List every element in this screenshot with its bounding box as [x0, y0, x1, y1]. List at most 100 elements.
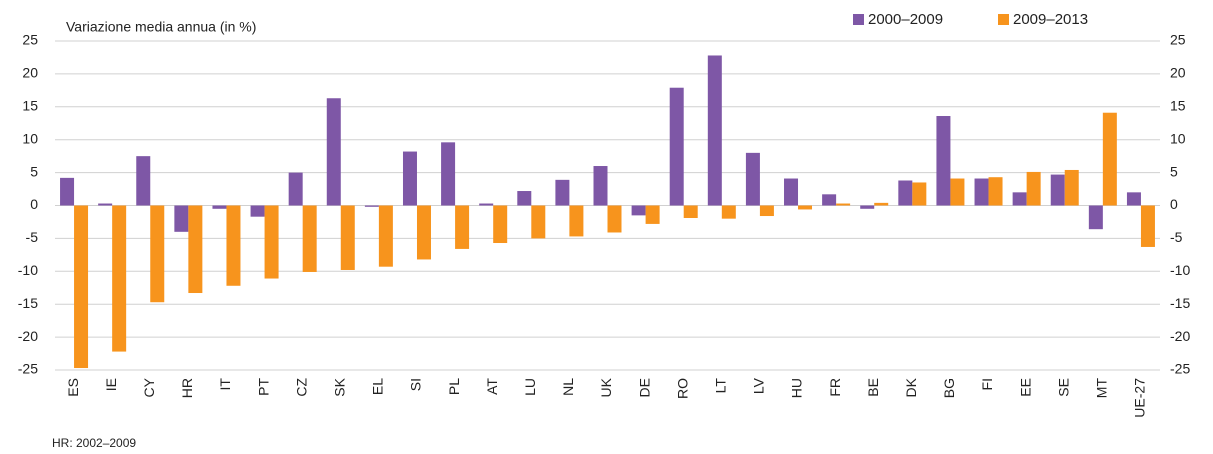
- bar: [74, 205, 89, 369]
- y2-tick-label: 20: [1170, 65, 1186, 81]
- bar: [631, 205, 646, 216]
- y-tick-label: 25: [22, 32, 38, 48]
- x-tick-label: EE: [1017, 378, 1033, 397]
- bar: [645, 205, 660, 224]
- x-tick-label: CZ: [293, 378, 309, 397]
- y-tick-label: 0: [30, 196, 38, 212]
- y2-tick-label: -25: [1170, 361, 1190, 377]
- bar: [364, 205, 379, 207]
- x-tick-label: PT: [255, 378, 271, 396]
- bar: [416, 205, 431, 260]
- y-tick-label: -10: [18, 262, 38, 278]
- y2-tick-label: 15: [1170, 98, 1186, 114]
- bar: [188, 205, 203, 294]
- bar: [136, 156, 151, 206]
- x-tick-label: FI: [979, 378, 995, 390]
- y-tick-label: -20: [18, 328, 38, 344]
- x-tick-label: LU: [522, 378, 538, 396]
- x-tick-label: HR: [179, 378, 195, 398]
- bar: [936, 116, 951, 206]
- bar: [441, 142, 456, 206]
- bar: [340, 205, 355, 270]
- bar: [150, 205, 165, 303]
- legend-swatch: [998, 14, 1009, 25]
- x-tick-label: DE: [636, 378, 652, 397]
- y-tick-label: 20: [22, 65, 38, 81]
- x-tick-label: AT: [484, 378, 500, 395]
- y-tick-label: -5: [26, 229, 39, 245]
- bar: [759, 205, 774, 217]
- bar: [288, 172, 303, 206]
- x-tick-label: BE: [865, 378, 881, 397]
- bar: [1064, 169, 1079, 206]
- bar: [479, 203, 494, 206]
- bar: [264, 205, 279, 279]
- bar: [784, 178, 799, 206]
- bar: [174, 205, 189, 232]
- bar: [683, 205, 698, 219]
- bar: [707, 55, 722, 206]
- x-tick-label: FR: [827, 378, 843, 397]
- x-tick-label: PL: [446, 378, 462, 395]
- x-tick-label: MT: [1094, 378, 1110, 399]
- legend-label: 2009–2013: [1013, 11, 1088, 28]
- y-tick-label: -15: [18, 295, 38, 311]
- bar: [112, 205, 127, 352]
- y2-tick-label: 5: [1170, 163, 1178, 179]
- x-tick-label: UK: [598, 377, 614, 397]
- bar: [1088, 205, 1103, 230]
- x-tick-label: ES: [65, 378, 81, 397]
- x-tick-label: SE: [1055, 378, 1071, 397]
- bar: [912, 182, 927, 206]
- legend-swatch: [853, 14, 864, 25]
- bar: [60, 177, 75, 206]
- bar: [988, 177, 1003, 206]
- bar: [1026, 171, 1041, 206]
- bar: [1012, 192, 1027, 206]
- bar: [1102, 112, 1117, 206]
- bar: [555, 179, 570, 206]
- bar: [798, 205, 813, 210]
- bar: [721, 205, 736, 219]
- bar: [836, 203, 851, 206]
- x-tick-label: BG: [941, 378, 957, 398]
- footnote: HR: 2002–2009: [52, 436, 136, 450]
- y2-tick-label: 25: [1170, 32, 1186, 48]
- bar: [402, 151, 417, 206]
- bar: [493, 205, 508, 244]
- bar: [593, 166, 608, 206]
- y-tick-label: 10: [22, 130, 38, 146]
- bar: [950, 178, 965, 206]
- x-tick-label: UE-27: [1132, 378, 1148, 418]
- chart-title: Variazione media annua (in %): [66, 19, 256, 35]
- bar: [1126, 192, 1141, 206]
- bar: [822, 194, 837, 206]
- bar: [569, 205, 584, 237]
- x-tick-label: LT: [713, 378, 729, 394]
- bar: [212, 205, 227, 209]
- bar: [302, 205, 317, 272]
- bar: [669, 87, 684, 206]
- bar: [974, 178, 989, 206]
- y2-tick-label: -15: [1170, 295, 1190, 311]
- x-tick-label: EL: [370, 378, 386, 395]
- y2-tick-label: -5: [1170, 229, 1183, 245]
- y-tick-label: 5: [30, 163, 38, 179]
- bar: [531, 205, 546, 239]
- bar: [1050, 174, 1065, 206]
- bar: [860, 205, 875, 209]
- x-tick-label: RO: [674, 378, 690, 399]
- y-tick-label: -25: [18, 361, 38, 377]
- bar: [226, 205, 241, 286]
- bar: [455, 205, 470, 249]
- y2-tick-label: -20: [1170, 328, 1190, 344]
- x-tick-label: SK: [331, 377, 347, 396]
- bar: [517, 191, 532, 206]
- legend-label: 2000–2009: [868, 11, 943, 28]
- bar: [745, 152, 760, 206]
- x-tick-label: HU: [789, 378, 805, 398]
- bar: [378, 205, 393, 267]
- bar: [607, 205, 622, 233]
- bar: [898, 180, 913, 206]
